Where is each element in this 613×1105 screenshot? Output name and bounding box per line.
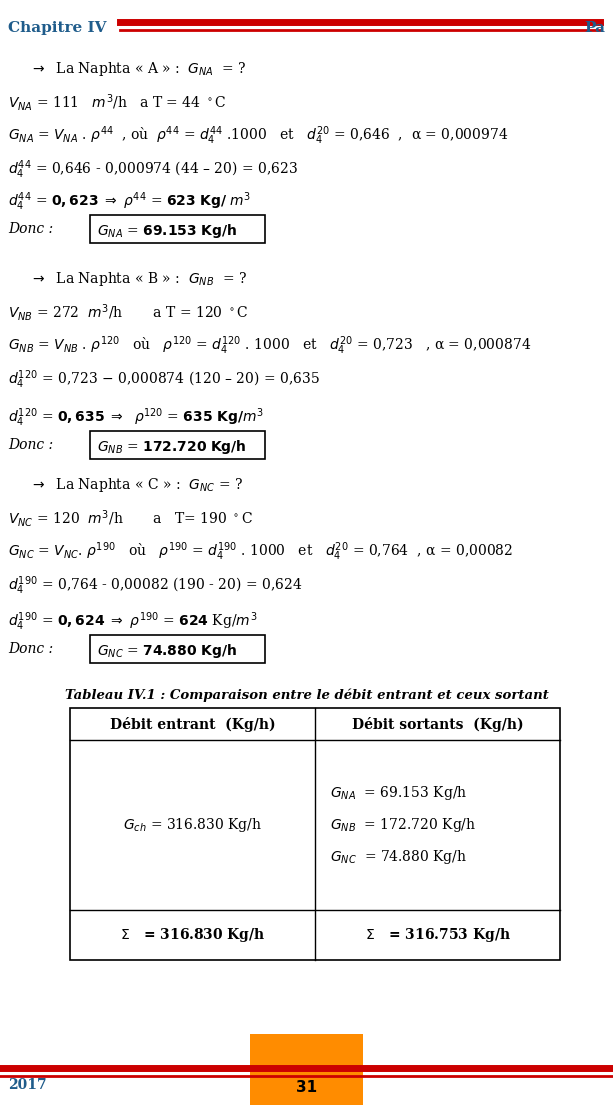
Text: Donc :: Donc : [8, 222, 53, 236]
Text: $d_4^{44}$ = $\mathbf{0,623}$ $\Rightarrow$ $\rho^{44}$ = $\mathbf{623}$ $\mathb: $d_4^{44}$ = $\mathbf{0,623}$ $\Rightarr… [8, 190, 251, 212]
Text: Tableau IV.1 : Comparaison entre le débit entrant et ceux sortant: Tableau IV.1 : Comparaison entre le débi… [64, 688, 549, 702]
Text: $\Sigma$   = 316.830 Kg/h: $\Sigma$ = 316.830 Kg/h [120, 926, 265, 944]
Text: $V_{NA}$ = 111   $m^3$/h   a T = 44 $^\circ$C: $V_{NA}$ = 111 $m^3$/h a T = 44 $^\circ$… [8, 92, 226, 113]
Text: Donc :: Donc : [8, 438, 53, 452]
Text: $\rightarrow$  La Naphta « B » :  $G_{NB}$  = ?: $\rightarrow$ La Naphta « B » : $G_{NB}$… [30, 270, 247, 288]
Text: Donc :: Donc : [8, 642, 53, 656]
Text: $G_{NC}$ = $\mathbf{74.880\ Kg/h}$: $G_{NC}$ = $\mathbf{74.880\ Kg/h}$ [97, 642, 237, 660]
Text: $d_4^{44}$ = 0,646 - 0,000974 (44 – 20) = 0,623: $d_4^{44}$ = 0,646 - 0,000974 (44 – 20) … [8, 158, 298, 180]
Text: $G_{NA}$ = $V_{NA}$ . $\rho^{44}$  , où  $\rho^{44}$ = $d_4^{44}$ .1000   et   $: $G_{NA}$ = $V_{NA}$ . $\rho^{44}$ , où $… [8, 124, 508, 147]
Text: $\rightarrow$  La Naphta « A » :  $G_{NA}$  = ?: $\rightarrow$ La Naphta « A » : $G_{NA}$… [30, 60, 246, 78]
Text: $G_{ch}$ = 316.830 Kg/h: $G_{ch}$ = 316.830 Kg/h [123, 815, 262, 834]
Text: Pa: Pa [584, 21, 605, 35]
Text: Débit entrant  (Kg/h): Débit entrant (Kg/h) [110, 716, 275, 732]
Text: Débit sortants  (Kg/h): Débit sortants (Kg/h) [352, 716, 524, 732]
Text: $d_4^{120}$ = 0,723 − 0,000874 (120 – 20) = 0,635: $d_4^{120}$ = 0,723 − 0,000874 (120 – 20… [8, 368, 320, 390]
Text: $G_{NB}$ = $\mathbf{172.720\ Kg/h}$: $G_{NB}$ = $\mathbf{172.720\ Kg/h}$ [97, 438, 246, 456]
Text: $V_{NC}$ = 120  $m^3$/h       a   T= 190 $^\circ$C: $V_{NC}$ = 120 $m^3$/h a T= 190 $^\circ$… [8, 508, 253, 529]
Text: $V_{NB}$ = 272  $m^3$/h       a T = 120 $^\circ$C: $V_{NB}$ = 272 $m^3$/h a T = 120 $^\circ… [8, 302, 248, 323]
Text: 2017: 2017 [8, 1078, 47, 1092]
Text: $d_4^{120}$ = $\mathbf{0,635}$ $\Rightarrow$  $\rho^{120}$ = $\mathbf{635\ Kg/}$: $d_4^{120}$ = $\mathbf{0,635}$ $\Rightar… [8, 406, 264, 429]
Text: $G_{NC}$  = 74.880 Kg/h: $G_{NC}$ = 74.880 Kg/h [330, 848, 467, 866]
Text: $\Sigma$   = 316.753 Kg/h: $\Sigma$ = 316.753 Kg/h [365, 926, 511, 944]
Text: $G_{NA}$  = 69.153 Kg/h: $G_{NA}$ = 69.153 Kg/h [330, 785, 467, 802]
Text: $d_4^{190}$ = 0,764 - 0,00082 (190 - 20) = 0,624: $d_4^{190}$ = 0,764 - 0,00082 (190 - 20)… [8, 573, 302, 597]
Text: 31: 31 [296, 1080, 317, 1094]
Text: $G_{NA}$ = $\mathbf{69.153\ Kg/h}$: $G_{NA}$ = $\mathbf{69.153\ Kg/h}$ [97, 222, 237, 240]
Text: $G_{NB}$ = $V_{NB}$ . $\rho^{120}$   où   $\rho^{120}$ = $d_4^{120}$ . 1000   et: $G_{NB}$ = $V_{NB}$ . $\rho^{120}$ où $\… [8, 334, 531, 357]
Text: $\rightarrow$  La Naphta « C » :  $G_{NC}$ = ?: $\rightarrow$ La Naphta « C » : $G_{NC}$… [30, 476, 243, 494]
Text: $G_{NB}$  = 172.720 Kg/h: $G_{NB}$ = 172.720 Kg/h [330, 815, 476, 834]
Text: $G_{NC}$ = $V_{NC}$. $\rho^{190}$   où   $\rho^{190}$ = $d_4^{190}$ . 1000   et : $G_{NC}$ = $V_{NC}$. $\rho^{190}$ où $\r… [8, 540, 513, 562]
Text: Chapitre IV: Chapitre IV [8, 21, 107, 35]
Text: $d_4^{190}$ = $\mathbf{0,624}$ $\Rightarrow$ $\rho^{190}$ = $\mathbf{624}$ Kg/$m: $d_4^{190}$ = $\mathbf{0,624}$ $\Rightar… [8, 610, 257, 632]
